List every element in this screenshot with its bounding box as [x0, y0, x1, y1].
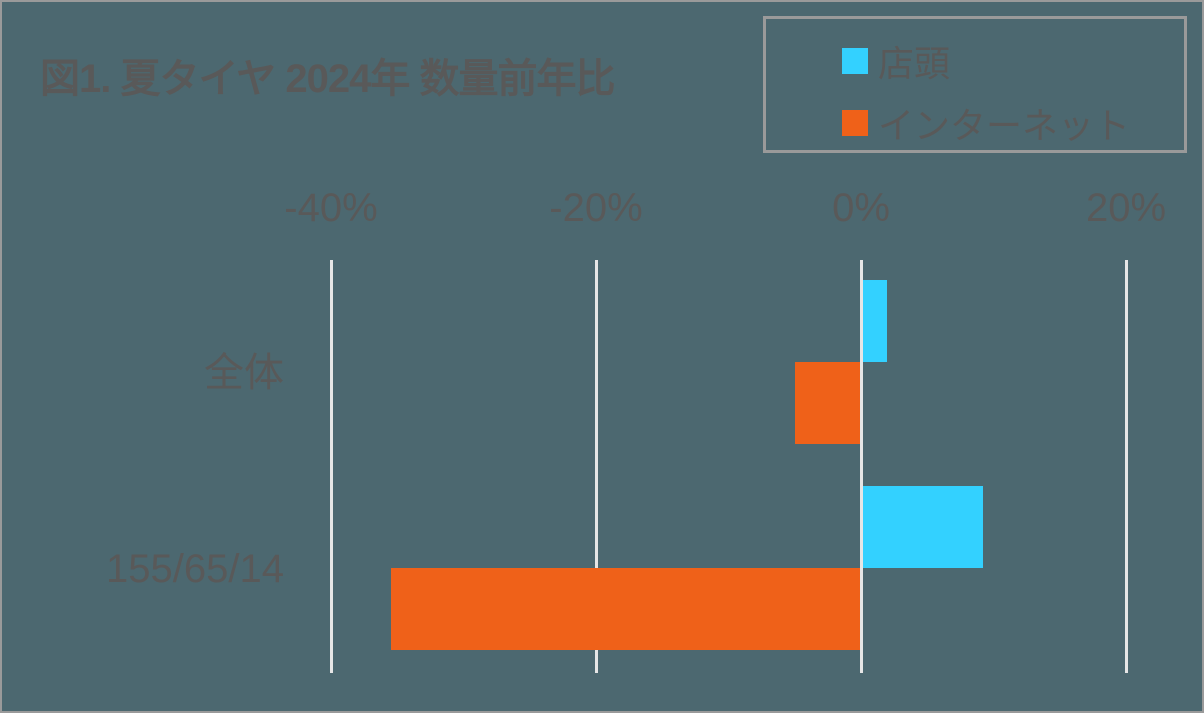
bar-155-65-14-internet — [391, 568, 861, 650]
zero-axis-line — [860, 260, 863, 673]
legend-item-internet: インターネット — [842, 97, 1130, 149]
x-tick-label: -40% — [284, 186, 378, 230]
gridline — [595, 260, 598, 673]
chart-title: 図1. 夏タイヤ 2024年 数量前年比 — [40, 57, 615, 101]
x-tick-label: -20% — [549, 186, 643, 230]
legend: 店頭 インターネット — [763, 16, 1187, 153]
x-tick-label: 20% — [1085, 186, 1167, 230]
bar-155-65-14-store — [861, 486, 983, 568]
legend-swatch-internet-icon — [842, 110, 868, 136]
bar-overall-store — [861, 280, 887, 362]
x-tick-label: 0% — [832, 186, 890, 230]
legend-label-store: 店頭 — [878, 43, 951, 84]
category-label: 全体 — [204, 351, 284, 395]
legend-swatch-store-icon — [842, 48, 868, 74]
legend-item-store: 店頭 — [842, 35, 950, 87]
category-label: 155/65/14 — [106, 547, 284, 591]
gridline — [330, 260, 333, 673]
bar-overall-internet — [795, 362, 861, 444]
gridline — [1125, 260, 1128, 673]
legend-label-internet: インターネット — [878, 105, 1131, 146]
